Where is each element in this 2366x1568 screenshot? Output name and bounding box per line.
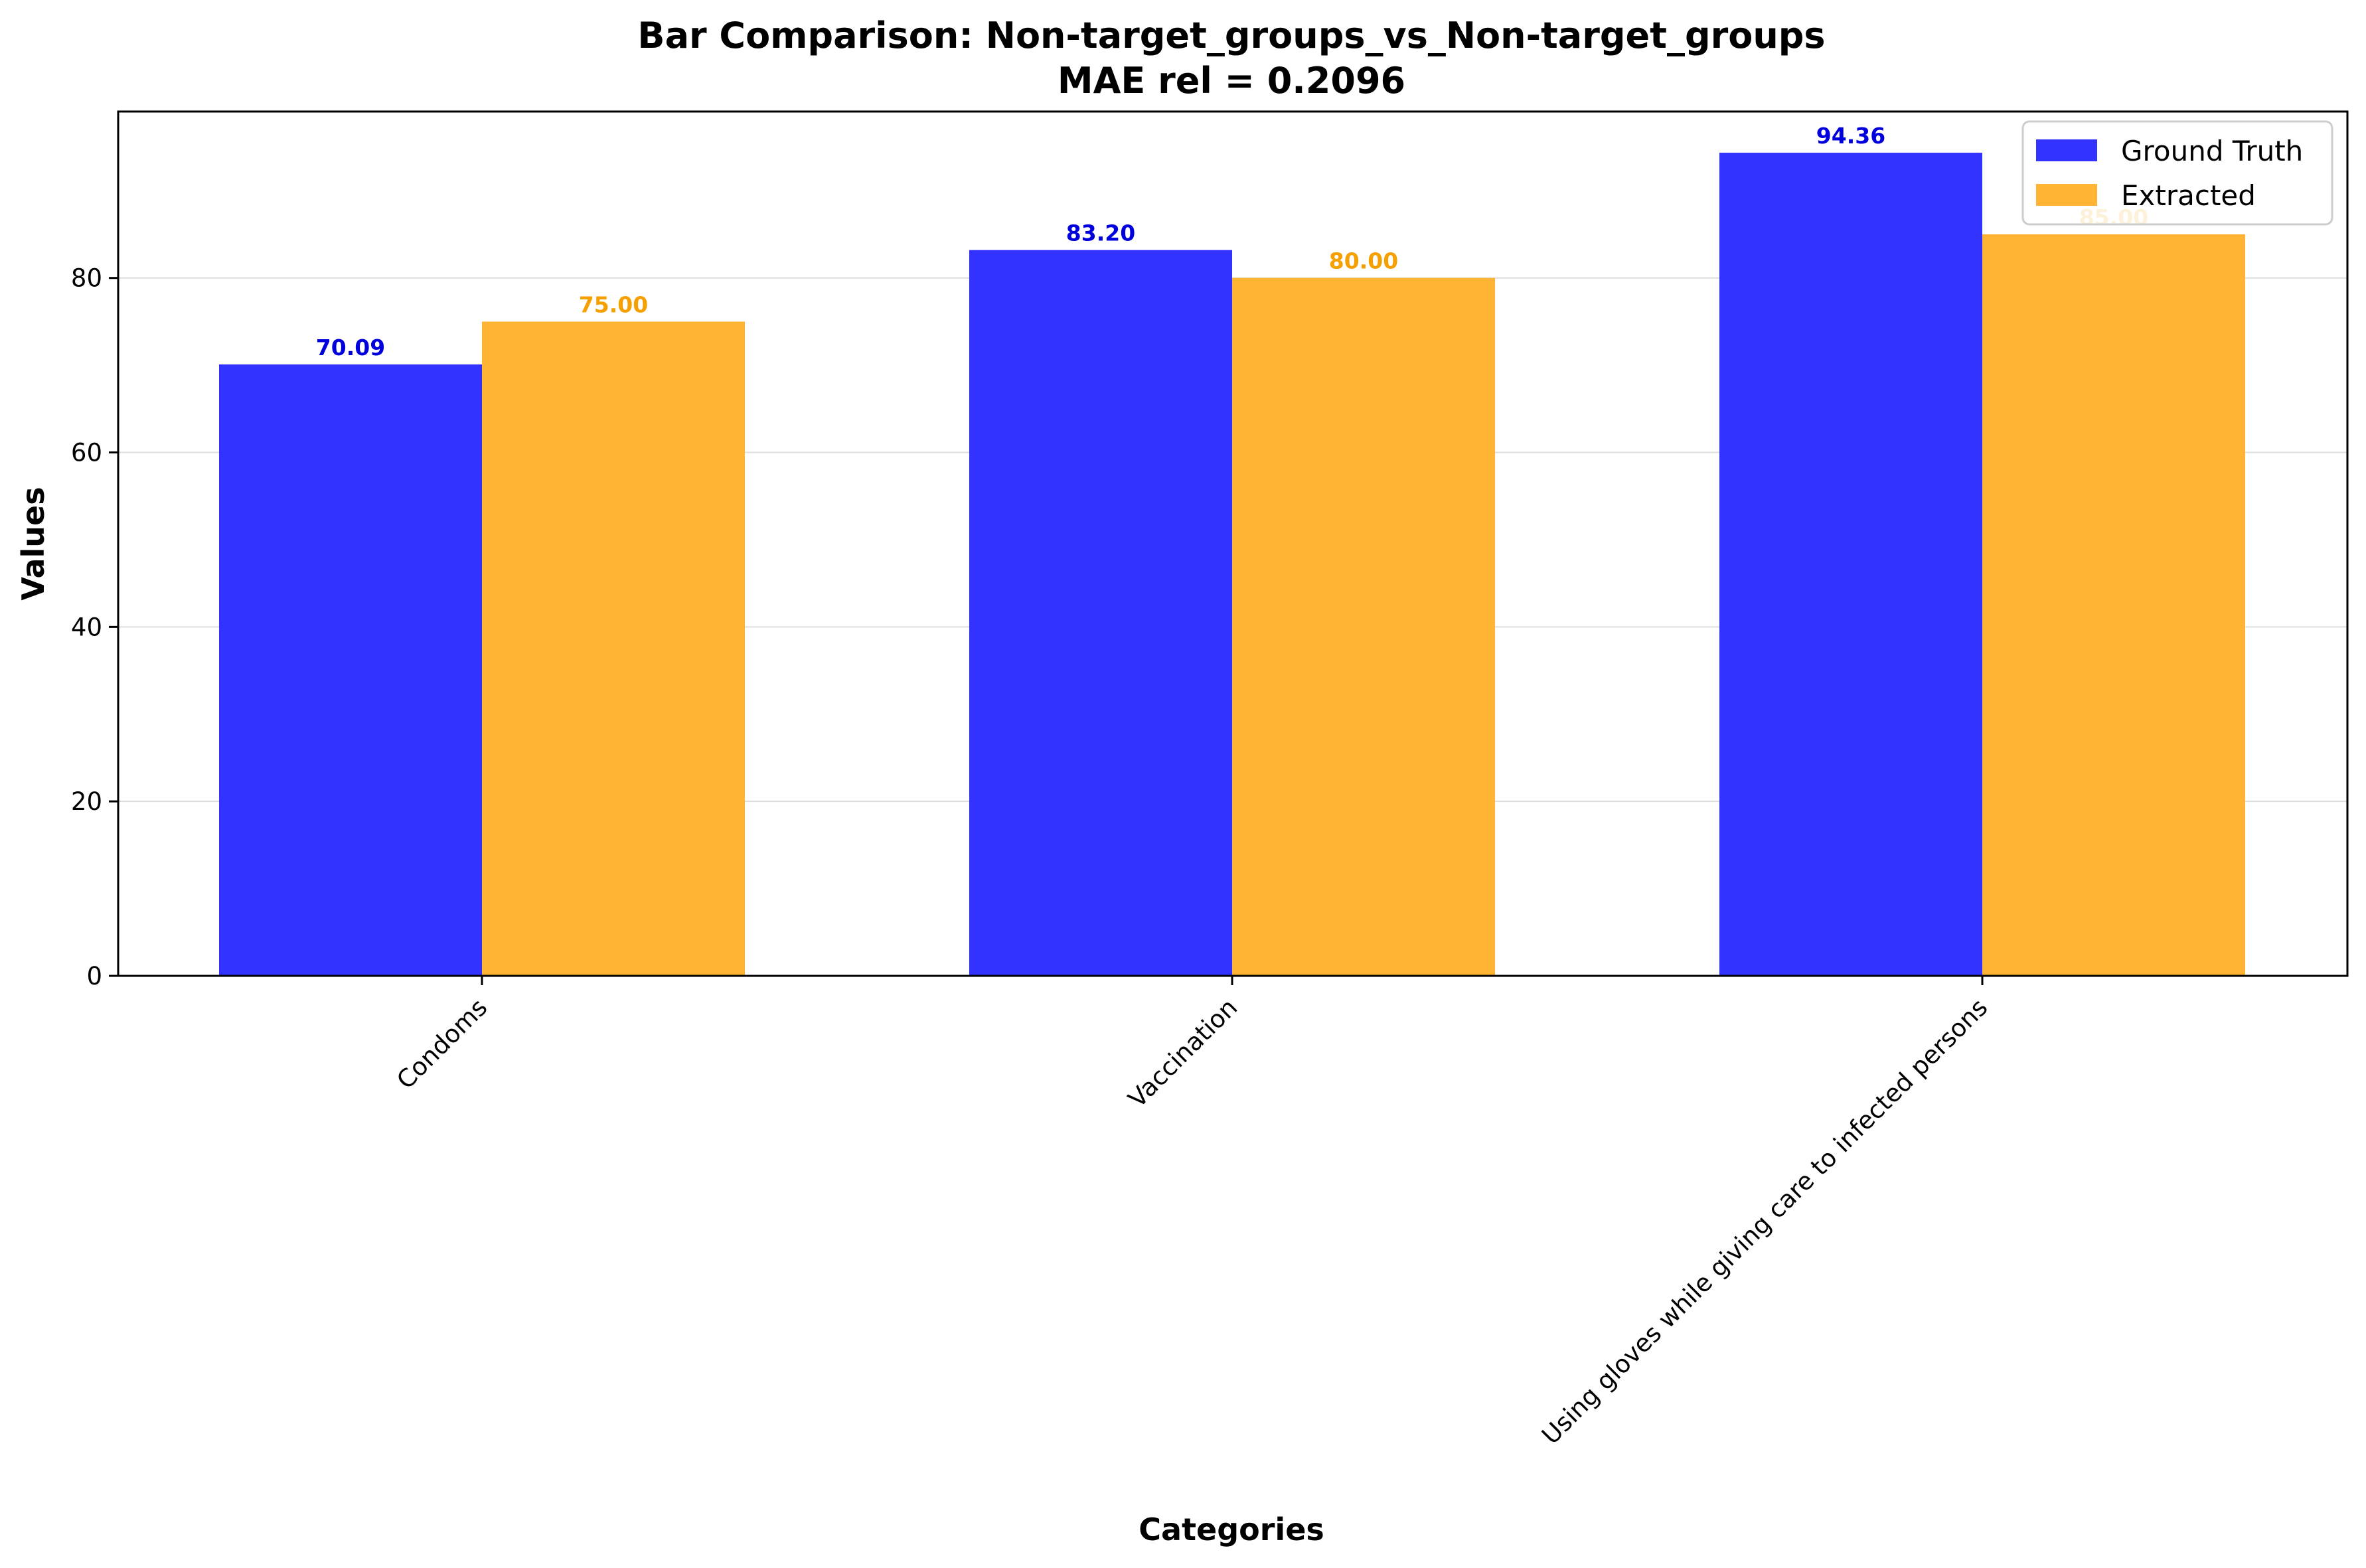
legend-swatch-extracted [2036, 184, 2097, 206]
bars [219, 153, 2245, 977]
bar-ground-truth-0 [219, 364, 482, 976]
y-tick-label: 40 [71, 613, 102, 641]
bar-extracted-1 [1232, 277, 1495, 977]
bar-ground-truth-2 [1719, 153, 1982, 976]
legend-label-extracted: Extracted [2121, 179, 2256, 212]
data-label-ground-truth-0: 70.09 [316, 335, 385, 360]
legend-swatch-ground-truth [2036, 139, 2097, 161]
legend-label-ground-truth: Ground Truth [2121, 135, 2303, 167]
legend-box [2021, 120, 2333, 226]
chart-subtitle: MAE rel = 0.2096 [1058, 60, 1405, 102]
y-tick-label: 0 [86, 962, 102, 990]
x-axis-label: Categories [1139, 1512, 1324, 1547]
y-tick-label: 20 [71, 787, 102, 816]
y-axis-ticks: 0 20 40 60 80 [71, 264, 118, 990]
y-axis-label: Values [15, 487, 51, 600]
bar-extracted-2 [1982, 234, 2245, 977]
data-label-ground-truth-1: 83.20 [1066, 220, 1135, 246]
legend: Ground Truth Extracted [2021, 120, 2333, 226]
data-label-extracted-0: 75.00 [579, 291, 648, 317]
chart-title: Bar Comparison: Non-target_groups_vs_Non… [637, 15, 1825, 56]
y-tick-label: 80 [71, 264, 102, 293]
data-label-extracted-1: 80.00 [1329, 248, 1398, 274]
bar-ground-truth-1 [969, 250, 1232, 976]
data-label-ground-truth-2: 94.36 [1816, 123, 1885, 149]
y-tick-label: 60 [71, 439, 102, 467]
bar-extracted-0 [482, 321, 745, 977]
